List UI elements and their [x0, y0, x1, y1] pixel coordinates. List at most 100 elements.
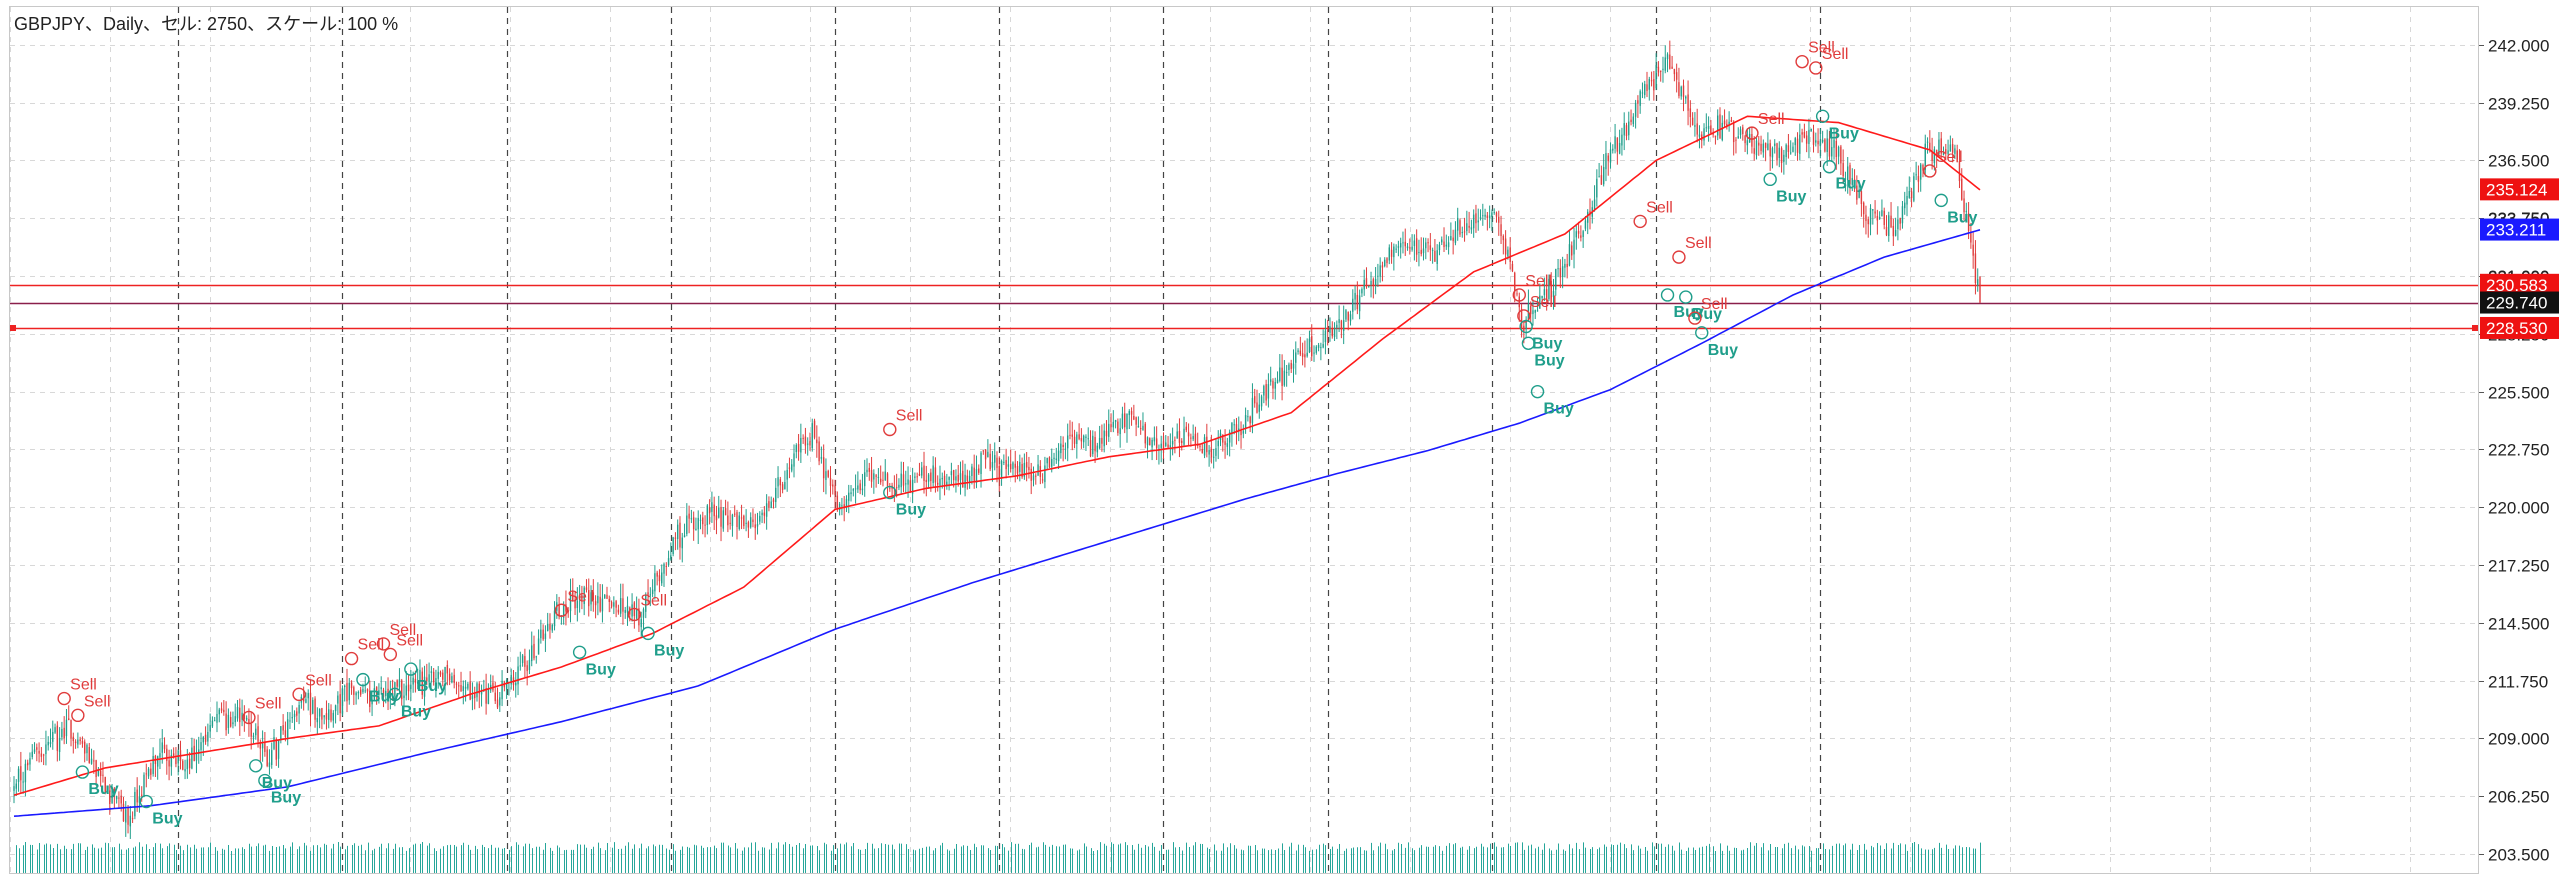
candle-body	[1171, 440, 1174, 445]
candle-body	[838, 503, 841, 511]
candle-body	[1644, 84, 1646, 96]
buy-signal-label: Buy	[262, 775, 292, 792]
candle-body	[1450, 235, 1452, 240]
candle-body	[426, 677, 428, 682]
buy-signal-label: Buy	[1776, 188, 1806, 205]
candle-body	[820, 456, 823, 459]
candle-body	[1372, 279, 1375, 286]
candle-body	[1331, 328, 1333, 337]
candle-body	[348, 682, 350, 701]
candle-body	[1555, 269, 1557, 290]
candle-body	[610, 601, 613, 607]
candle-body	[1358, 295, 1361, 312]
candle-body	[359, 689, 362, 695]
candle-body	[1030, 468, 1032, 481]
candle-body	[1393, 246, 1395, 258]
candle-body	[765, 503, 768, 517]
candle-body	[1459, 220, 1461, 235]
candle-body	[1732, 122, 1735, 143]
candle-body	[749, 517, 752, 528]
candle-body	[1587, 211, 1589, 223]
candle-body	[1187, 432, 1190, 437]
candle-body	[1525, 320, 1527, 330]
candle-body	[1650, 80, 1653, 82]
candle-body	[337, 695, 339, 704]
candle-body	[631, 604, 633, 617]
candle-body	[1413, 240, 1416, 247]
candle-body	[1924, 143, 1926, 170]
candle-body	[1019, 462, 1021, 472]
candle-body	[683, 535, 686, 538]
candle-body	[747, 522, 750, 528]
candle-body	[549, 623, 551, 630]
ma-fast-line	[13, 115, 1981, 796]
candle-body	[1659, 70, 1662, 72]
candle-body	[202, 737, 205, 743]
candle-body	[398, 679, 401, 688]
candle-body	[1970, 231, 1972, 243]
candle-body	[492, 682, 494, 691]
price-level-lines[interactable]	[10, 284, 2478, 332]
candle-body	[857, 485, 859, 490]
candle-body	[1105, 430, 1108, 437]
candle-body	[487, 688, 490, 704]
candle-body	[1336, 324, 1338, 328]
sell-signal-label: Sell	[1525, 273, 1552, 290]
candle-body	[1639, 91, 1641, 106]
sell-signal-marker	[1745, 126, 1759, 140]
candle-body	[1922, 164, 1924, 171]
candle-body	[1548, 278, 1550, 300]
candle-body	[1139, 428, 1142, 430]
candle-body	[1933, 149, 1936, 164]
candle-body	[1618, 143, 1621, 154]
candle-body	[517, 666, 519, 685]
candle-body	[232, 722, 234, 725]
candle-body	[1926, 141, 1929, 143]
candle-body	[120, 795, 122, 804]
candle-body	[927, 474, 930, 482]
candle-body	[1384, 259, 1386, 267]
candle-body	[759, 515, 761, 522]
candle-body	[1723, 120, 1726, 125]
candle-body	[1785, 144, 1787, 158]
candle-body	[706, 505, 709, 525]
candle-body	[1543, 289, 1546, 296]
candle-body	[1263, 385, 1265, 396]
candle-body	[1130, 411, 1133, 415]
candle-body	[806, 443, 809, 445]
candle-body	[401, 680, 403, 700]
candle-body	[1837, 146, 1840, 157]
sell-signal-label: Sell	[1808, 40, 1835, 57]
candle-body	[1317, 344, 1320, 348]
candle-body	[380, 687, 382, 690]
candle-body	[1967, 213, 1970, 231]
sell-signal-marker	[883, 422, 897, 437]
candle-body	[1844, 178, 1847, 180]
buy-signal-label: Buy	[88, 781, 118, 798]
candle-body	[1242, 431, 1245, 434]
candle-body	[1767, 143, 1769, 150]
candle-body	[1167, 444, 1169, 448]
candle-body	[1288, 364, 1290, 370]
candle-body	[740, 517, 743, 519]
candle-body	[1009, 463, 1012, 470]
candle-body	[97, 768, 100, 776]
candle-body	[1746, 140, 1749, 146]
axis-tick-label: 217.250	[2488, 557, 2549, 576]
candle-body	[152, 755, 154, 774]
sell-signal-label: Sell	[84, 693, 111, 710]
candle-body	[1365, 278, 1368, 285]
candle-body	[166, 748, 168, 761]
candle-body	[521, 655, 524, 664]
candle-body	[72, 736, 75, 742]
sell-signal-label: Sell	[1701, 296, 1728, 313]
candle-body	[485, 687, 487, 704]
candle-body	[99, 770, 102, 777]
candle-body	[763, 512, 766, 516]
candle-body	[1847, 166, 1849, 181]
candle-body	[286, 719, 289, 739]
candle-body	[597, 595, 599, 604]
candle-body	[382, 689, 385, 697]
